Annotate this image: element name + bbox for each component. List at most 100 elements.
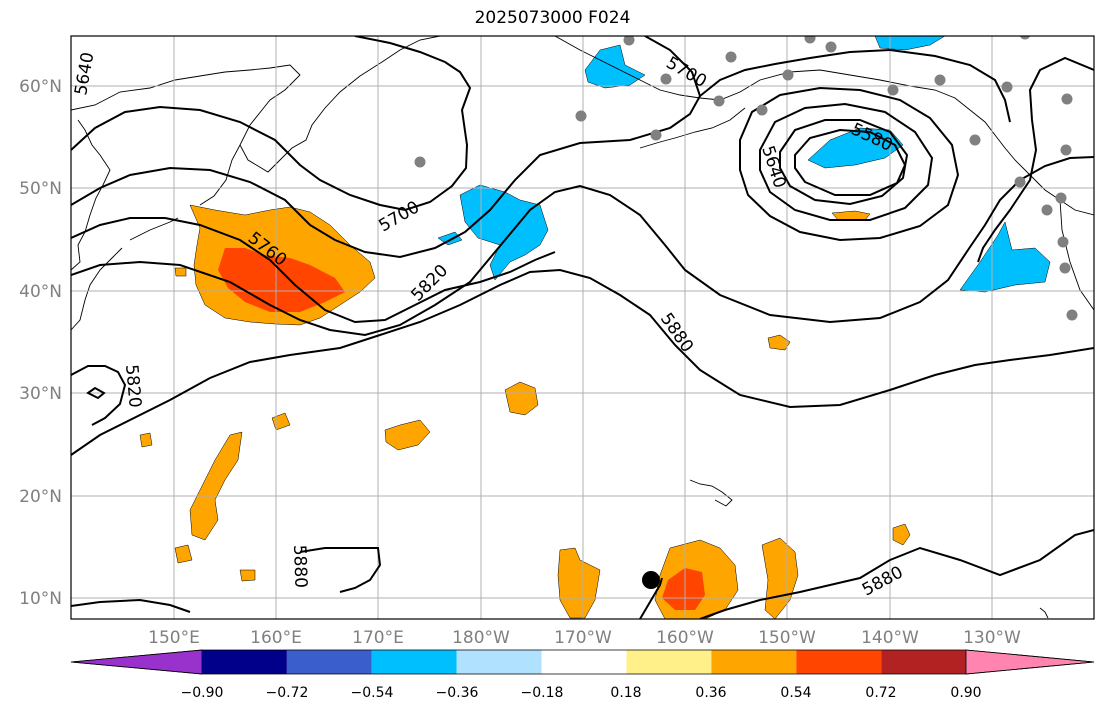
colorbar-tick-label: −0.18	[521, 685, 564, 701]
colorbar-tick-label: −0.72	[266, 685, 309, 701]
station-marker	[1014, 176, 1026, 188]
coastline-japan	[71, 247, 123, 331]
station-marker	[623, 36, 635, 46]
station-marker	[575, 110, 587, 122]
lat-label: 40°N	[19, 282, 62, 302]
colorbar-outline	[70, 649, 1095, 675]
lat-label: 20°N	[19, 487, 62, 507]
shading-orange-island-1	[504, 381, 539, 416]
lon-label: 170°W	[554, 628, 612, 648]
station-marker	[1041, 204, 1053, 216]
shading-blue-gulf	[807, 127, 904, 169]
shading-blue-dateline	[459, 184, 549, 281]
station-marker	[1061, 93, 1073, 105]
contour-5880-main	[71, 268, 1094, 456]
station-marker	[1001, 81, 1013, 93]
contour-5700-west	[71, 36, 702, 259]
shading-orange-spot-2	[831, 210, 871, 221]
station-marker	[414, 156, 426, 168]
colorbar-tick-label: 0.54	[780, 685, 811, 701]
lon-label: 160°W	[656, 628, 714, 648]
lon-label: 160°E	[250, 628, 302, 648]
contour-bottom-left	[71, 598, 191, 613]
latitude-labels: 60°N 50°N 40°N 30°N 20°N 10°N	[19, 77, 62, 609]
colorbar-segment	[541, 650, 627, 674]
contour-5700-east	[699, 48, 1011, 123]
map-frame	[70, 35, 1095, 620]
colorbar-tick-label: −0.90	[181, 685, 224, 701]
coastline-kurils	[129, 217, 179, 241]
contour-5640-west	[71, 36, 472, 212]
colorbar-left-extend	[70, 649, 203, 675]
station-marker	[725, 51, 737, 63]
colorbar-tick-label: −0.54	[351, 685, 394, 701]
colorbar: −0.90 −0.72 −0.54 −0.36 −0.18 0.18 0.36 …	[70, 649, 1095, 701]
contour-low-3	[779, 119, 909, 206]
contour-low-outer	[739, 86, 960, 242]
coastlines	[71, 36, 1094, 619]
station-marker	[1019, 36, 1031, 40]
coastline-mexico	[1039, 607, 1049, 619]
colorbar-segment	[456, 650, 542, 674]
contour-5880-se	[699, 529, 1094, 619]
colorbar-tick-label: 0.90	[950, 685, 981, 701]
shading-orange-spot-3	[892, 523, 911, 546]
contour-5580	[794, 128, 907, 196]
station-marker	[825, 41, 837, 53]
lon-label: 180°W	[452, 628, 510, 648]
colorbar-tick-label: 0.18	[610, 685, 641, 701]
coastline-aleutians	[639, 107, 746, 149]
shading-red-west	[218, 248, 345, 312]
shading-orange-spot-4	[139, 432, 153, 448]
shading-blue-north-edge	[874, 36, 946, 51]
station-marker	[782, 69, 794, 81]
contour-5820	[71, 156, 1094, 337]
shading-orange-spot-8	[174, 267, 187, 277]
map-title: 2025073000 F024	[474, 8, 631, 28]
shading-orange-south-1	[557, 547, 601, 619]
height-contours	[71, 36, 1094, 619]
shading-blue-bering	[584, 44, 646, 89]
contour-5820-sw	[71, 365, 127, 426]
contour-5880-se-hook	[639, 577, 663, 619]
colorbar-segment	[711, 650, 797, 674]
colorbar-segment	[371, 650, 457, 674]
station-marker	[756, 104, 768, 116]
contour-label: 5820	[121, 364, 145, 409]
lat-label: 50°N	[19, 179, 62, 199]
contour-5880-sw	[299, 547, 382, 593]
lon-label: 150°W	[758, 628, 816, 648]
colorbar-segment	[202, 650, 287, 674]
coastline-na-west	[1059, 199, 1094, 311]
longitude-labels: 150°E 160°E 170°E 180°W 170°W 160°W 150°…	[148, 628, 1021, 648]
lon-label: 140°W	[861, 628, 919, 648]
positive-shading	[139, 204, 911, 619]
contour-5880-north	[977, 56, 1094, 263]
station-marker	[660, 73, 672, 85]
colorbar-tick-label: −0.36	[436, 685, 479, 701]
shading-red-south	[662, 568, 705, 610]
contour-5760	[71, 217, 556, 324]
coastline-asia-ne	[71, 36, 441, 173]
colorbar-segment	[626, 650, 712, 674]
lat-label: 30°N	[19, 384, 62, 404]
station-marker	[1055, 192, 1067, 204]
lon-label: 170°E	[352, 628, 404, 648]
colorbar-segment	[286, 650, 372, 674]
storm-center-marker	[642, 571, 660, 589]
coastline-asia-east	[71, 119, 111, 271]
colorbar-tick-label: 0.72	[865, 685, 896, 701]
station-marker	[934, 74, 946, 86]
colorbar-right-extend	[965, 649, 1095, 675]
gridlines	[71, 36, 1094, 619]
contour-label: 5880	[289, 544, 310, 588]
shading-orange-band-1	[189, 431, 243, 541]
lon-label: 150°E	[148, 628, 200, 648]
shading-orange-island-2	[384, 419, 431, 451]
station-marker	[1057, 236, 1069, 248]
station-marker	[650, 129, 662, 141]
contour-low-2	[759, 102, 934, 221]
station-marker	[713, 95, 725, 107]
colorbar-tick-label: 0.36	[695, 685, 726, 701]
